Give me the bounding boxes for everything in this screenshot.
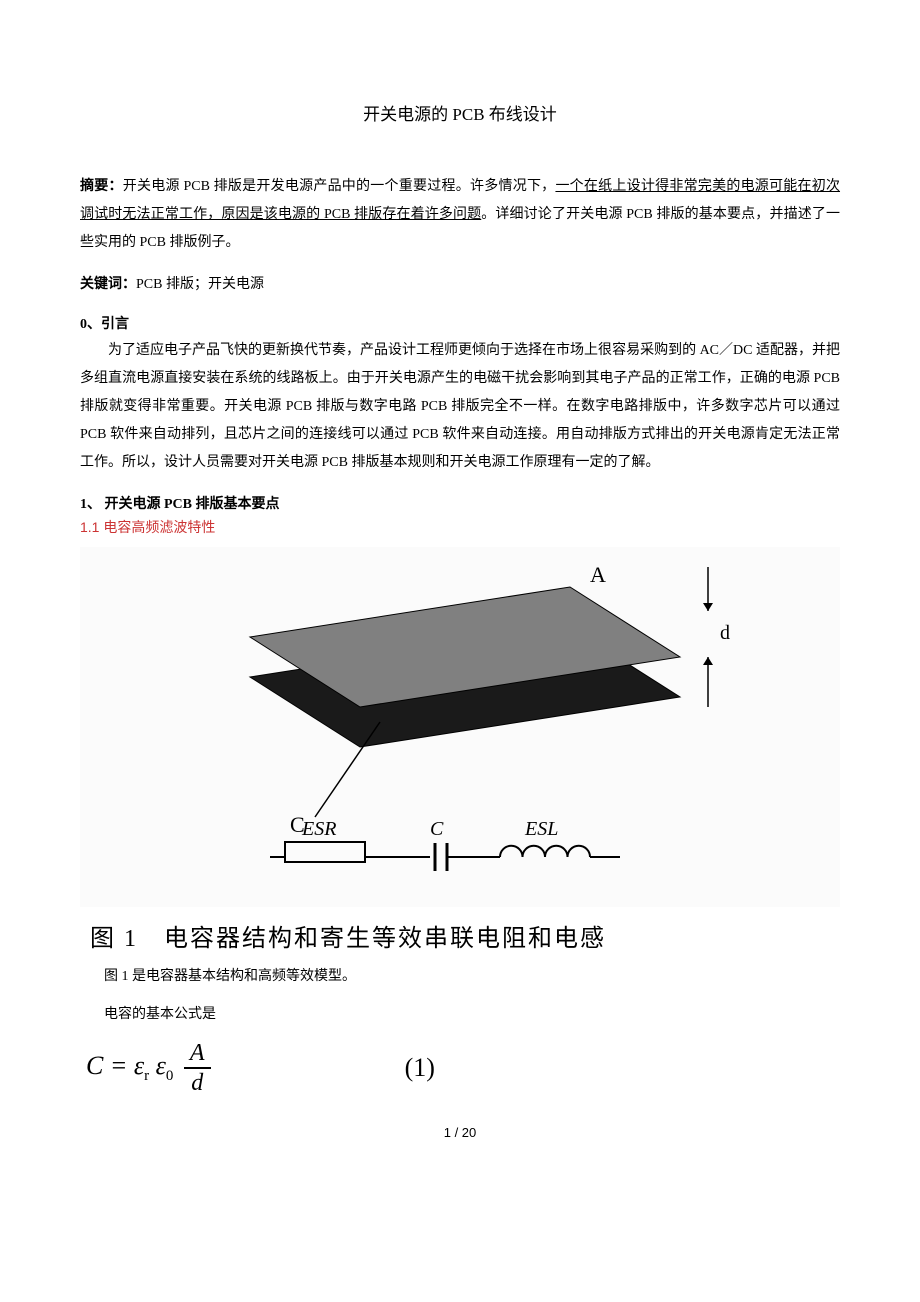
svg-text:ESR: ESR: [301, 818, 336, 840]
svg-text:ESL: ESL: [524, 818, 558, 840]
abstract-paragraph: 摘要：开关电源 PCB 排版是开发电源产品中的一个重要过程。许多情况下，一个在纸…: [80, 173, 840, 257]
page-number: 1 / 20: [80, 1125, 840, 1140]
formula-1: C = εr ε0 Ad (1): [86, 1041, 840, 1095]
formula-1-number: (1): [405, 1053, 435, 1083]
section-1-1-heading: 1.1 电容高频滤波特性: [80, 517, 840, 537]
figure-1: AdCESRCESL: [80, 547, 840, 912]
keywords-label: 关键词：: [80, 277, 136, 292]
page: 开关电源的 PCB 布线设计 摘要：开关电源 PCB 排版是开发电源产品中的一个…: [0, 0, 920, 1180]
svg-text:d: d: [720, 622, 730, 644]
formula-1-expression: C = εr ε0 Ad: [86, 1041, 215, 1095]
figure-1-svg: AdCESRCESL: [80, 547, 840, 907]
section-0-body: 为了适应电子产品飞快的更新换代节奏，产品设计工程师更倾向于选择在市场上很容易采购…: [80, 337, 840, 477]
page-title: 开关电源的 PCB 布线设计: [80, 100, 840, 125]
keywords-text: PCB 排版；开关电源: [136, 277, 264, 292]
figure-1-note: 图 1 是电容器基本结构和高频等效模型。: [104, 965, 840, 985]
formula-intro: 电容的基本公式是: [104, 1003, 840, 1023]
abstract-label: 摘要：: [80, 179, 123, 194]
keywords-line: 关键词：PCB 排版；开关电源: [80, 273, 840, 293]
section-0-heading: 0、引言: [80, 313, 840, 333]
abstract-seg-1: 开关电源 PCB 排版是开发电源产品中的一个重要过程。许多情况下，: [123, 179, 556, 194]
svg-text:A: A: [590, 562, 606, 587]
section-1-heading: 1、 开关电源 PCB 排版基本要点: [80, 493, 840, 513]
figure-1-caption: 图 1 电容器结构和寄生等效串联电阻和电感: [90, 918, 840, 953]
svg-text:C: C: [430, 818, 444, 840]
